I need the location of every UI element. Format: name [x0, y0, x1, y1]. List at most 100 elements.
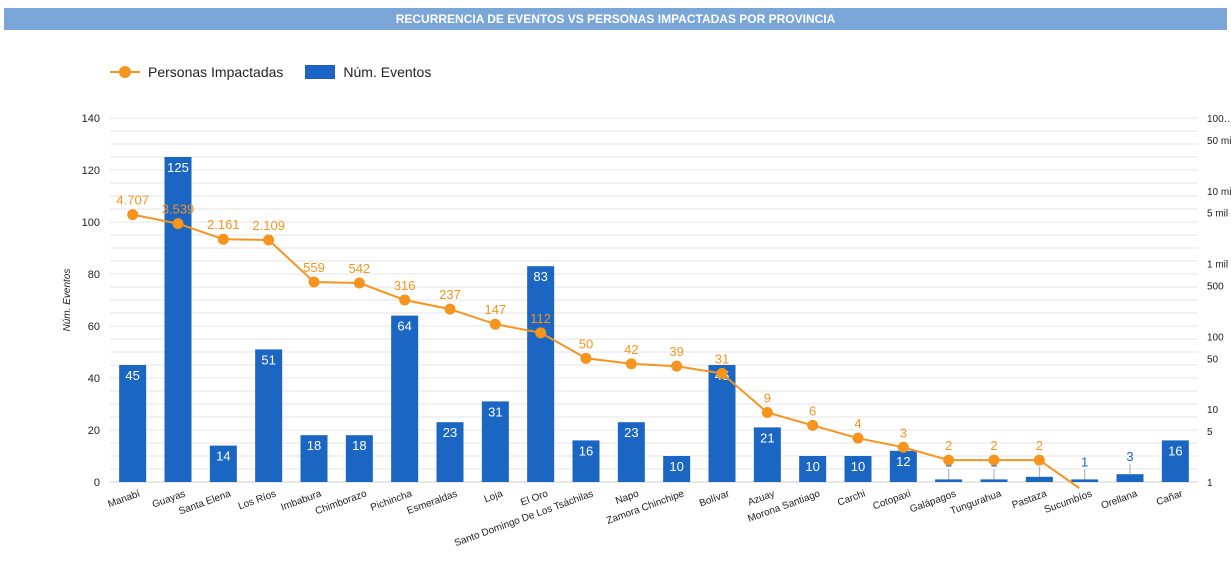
bar-data-label: 10 — [669, 459, 683, 474]
line-point[interactable] — [535, 327, 547, 339]
line-data-label: 2.161 — [207, 217, 240, 232]
left-axis: 0 20 40 60 80 100 120 140 — [82, 113, 100, 489]
legend-bar-swatch-icon — [305, 65, 336, 79]
bar[interactable] — [164, 157, 192, 482]
y-axis-label: Núm. Eventos — [62, 269, 73, 332]
y2-tick-label: 1 mil — [1207, 260, 1228, 271]
bar[interactable] — [1161, 440, 1189, 482]
line-data-label: 31 — [715, 351, 729, 366]
bar-data-label: 45 — [125, 368, 139, 383]
line-point[interactable] — [399, 294, 411, 306]
line-data-label: 3 — [900, 425, 907, 440]
y-tick-label: 80 — [88, 269, 100, 281]
line-data-label: 9 — [764, 391, 771, 406]
line-point[interactable] — [852, 432, 864, 444]
x-tick-label: Cañar — [1155, 488, 1185, 508]
bar-data-label: 64 — [397, 319, 411, 334]
bar[interactable] — [209, 445, 237, 482]
y-tick-label: 120 — [82, 165, 100, 177]
bar[interactable] — [799, 456, 827, 482]
bar[interactable] — [527, 266, 555, 482]
bar-data-label: 18 — [307, 438, 321, 453]
x-tick-label: Esmeraldas — [406, 488, 459, 516]
line-data-label: 4 — [854, 416, 861, 431]
bar[interactable] — [1071, 479, 1099, 482]
grid-lines — [110, 117, 1198, 483]
line-point[interactable] — [580, 352, 592, 364]
line-point[interactable] — [489, 318, 501, 330]
y-tick-label: 20 — [88, 425, 100, 437]
line-point[interactable] — [444, 303, 456, 315]
line-data-label: 6 — [809, 403, 816, 418]
bar[interactable] — [935, 479, 963, 482]
line-point[interactable] — [671, 360, 683, 372]
y2-tick-label: 10 mil — [1207, 187, 1231, 198]
bar[interactable] — [255, 349, 283, 482]
bar[interactable] — [481, 401, 509, 482]
legend-item-eventos[interactable]: Núm. Eventos — [305, 64, 431, 80]
y-tick-label: 0 — [94, 477, 100, 489]
line-point[interactable] — [988, 454, 1000, 466]
bar[interactable] — [663, 456, 691, 482]
legend-label-eventos: Núm. Eventos — [343, 64, 432, 80]
line-point[interactable] — [897, 441, 909, 453]
line-point[interactable] — [807, 419, 819, 431]
bar-data-label: 31 — [488, 404, 502, 419]
line-point[interactable] — [943, 454, 955, 466]
bar[interactable] — [1025, 476, 1053, 482]
bar[interactable] — [844, 456, 872, 482]
bar[interactable] — [436, 422, 464, 482]
line-data-label: 2 — [945, 438, 952, 453]
chart-title-bar: RECURRENCIA DE EVENTOS VS PERSONAS IMPAC… — [4, 8, 1227, 30]
x-tick-label: Zamora Chinchipe — [605, 488, 686, 526]
y2-tick-label: 5 mil — [1207, 209, 1228, 220]
line-point[interactable] — [1033, 454, 1045, 466]
line-point[interactable] — [761, 407, 773, 419]
line-point[interactable] — [172, 218, 184, 230]
line-point[interactable] — [716, 367, 728, 379]
y-tick-label: 140 — [82, 113, 100, 125]
line-data-label: 559 — [303, 260, 325, 275]
bar[interactable] — [300, 435, 328, 482]
bar-data-label: 18 — [352, 438, 366, 453]
bar[interactable] — [391, 315, 419, 482]
bar-data-label: 1 — [1081, 454, 1088, 469]
x-tick-label: Sucumbíos — [1043, 488, 1094, 515]
line-point[interactable] — [308, 276, 320, 288]
y2-tick-label: 50 — [1207, 354, 1219, 365]
line-data-label: 2 — [990, 438, 997, 453]
legend-item-personas[interactable]: Personas Impactadas — [110, 64, 283, 80]
bar[interactable] — [345, 435, 373, 482]
bar[interactable] — [708, 365, 736, 482]
line-point[interactable] — [127, 209, 139, 221]
line-point[interactable] — [217, 233, 229, 245]
bar[interactable] — [119, 365, 147, 482]
line-data-label: 39 — [669, 344, 683, 359]
bar[interactable] — [617, 422, 645, 482]
bar-data-label: 125 — [167, 160, 189, 175]
line-data-label: 316 — [394, 278, 416, 293]
bar[interactable] — [572, 440, 600, 482]
bar[interactable] — [889, 450, 917, 482]
line-data-label: 112 — [530, 311, 551, 326]
bar[interactable] — [1116, 474, 1144, 482]
line-point[interactable] — [263, 234, 275, 246]
bar-data-label: 3 — [1126, 449, 1133, 464]
bar-data-label: 14 — [216, 449, 230, 464]
y2-tick-label: 50 mil — [1207, 136, 1231, 147]
bar[interactable] — [753, 427, 781, 482]
line-point[interactable] — [625, 358, 637, 370]
line-data-label: 2 — [1036, 438, 1043, 453]
y2-tick-label: 5 — [1207, 427, 1213, 438]
line-point[interactable] — [353, 277, 365, 289]
x-tick-label: Manabí — [107, 488, 142, 510]
bar[interactable] — [980, 479, 1008, 482]
bar-data-label: 16 — [579, 443, 593, 458]
line-data-label: 237 — [439, 287, 461, 302]
x-tick-label: Chimborazo — [314, 488, 369, 517]
line-data-label: 2.109 — [252, 218, 285, 233]
y2-tick-label: 100… — [1207, 114, 1231, 125]
x-tick-label: Loja — [483, 488, 505, 505]
line-data-label: 542 — [348, 261, 370, 276]
